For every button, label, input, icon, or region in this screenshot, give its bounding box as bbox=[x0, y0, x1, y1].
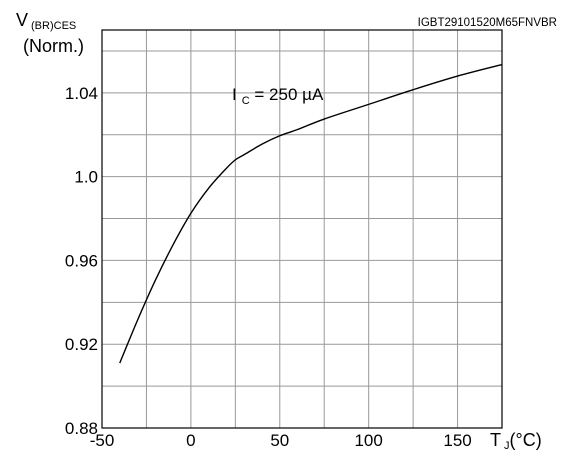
x-tick-label: 50 bbox=[270, 431, 289, 450]
x-axis-title: T J(°C) bbox=[490, 430, 542, 452]
y-tick-label: 0.88 bbox=[65, 419, 98, 438]
y-axis-title-unit: (Norm.) bbox=[23, 36, 84, 56]
x-axis-title-subscript: J bbox=[504, 440, 510, 452]
x-tick-label: 0 bbox=[186, 431, 195, 450]
series-line bbox=[119, 63, 503, 364]
x-tick-label: 150 bbox=[443, 431, 471, 450]
y-axis-title: V (BR)CES bbox=[16, 10, 76, 32]
grid bbox=[102, 30, 502, 428]
series bbox=[119, 63, 503, 364]
y-axis-title-subscript: (BR)CES bbox=[31, 20, 76, 32]
part-number: IGBT29101520M65FNVBR bbox=[418, 17, 557, 29]
y-axis-ticks: 0.88 0.92 0.96 1.0 1.04 bbox=[65, 84, 98, 438]
y-tick-label: 0.96 bbox=[65, 251, 98, 270]
y-tick-label: 1.04 bbox=[65, 84, 98, 103]
x-axis-title-main: T bbox=[490, 430, 501, 450]
x-tick-label: 100 bbox=[354, 431, 382, 450]
x-axis-ticks: -50 0 50 100 150 bbox=[90, 431, 472, 450]
y-tick-label: 0.92 bbox=[65, 335, 98, 354]
annotation-subscript: C bbox=[242, 95, 250, 107]
annotation-value: = 250 µA bbox=[250, 85, 324, 104]
plot-border bbox=[101, 29, 503, 429]
x-axis-title-unit: (°C) bbox=[510, 430, 542, 450]
plot-frame bbox=[101, 29, 503, 429]
x-tick-label: -50 bbox=[90, 431, 115, 450]
annotation-main: I bbox=[232, 85, 237, 104]
y-axis-title-main: V bbox=[16, 10, 28, 30]
y-tick-label: 1.0 bbox=[74, 168, 98, 187]
